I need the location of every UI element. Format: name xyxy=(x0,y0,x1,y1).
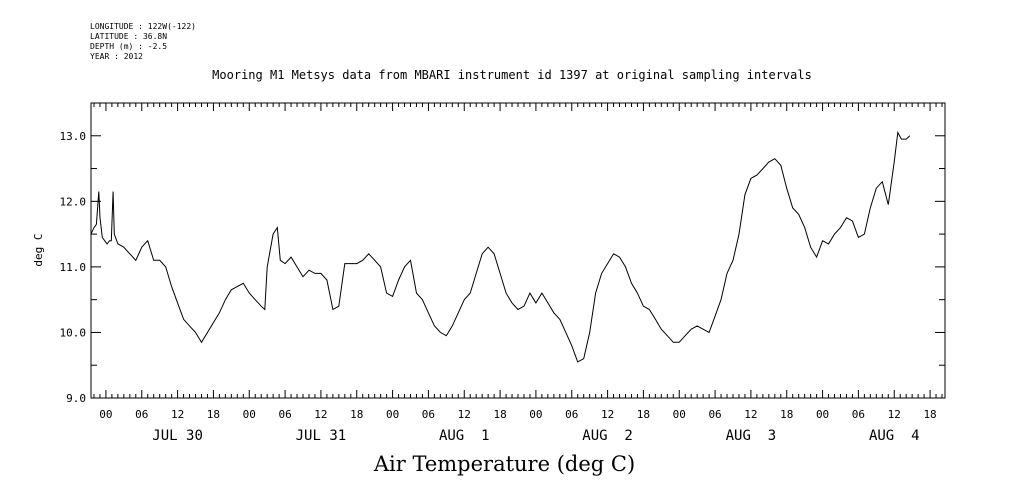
x-hour-tick-label: 18 xyxy=(493,408,506,421)
x-hour-tick-label: 18 xyxy=(780,408,793,421)
x-hour-tick-label: 18 xyxy=(350,408,363,421)
x-hour-tick-label: 18 xyxy=(207,408,220,421)
x-hour-tick-label: 00 xyxy=(816,408,829,421)
x-hour-tick-label: 12 xyxy=(314,408,327,421)
x-hour-tick-label: 12 xyxy=(888,408,901,421)
x-hour-tick-label: 00 xyxy=(386,408,399,421)
x-hour-tick-label: 06 xyxy=(135,408,148,421)
axes-group: 9.0 10.0 11.0 12.0 13.0 00 06 12 18 00 06 12 18 00 06 1… xyxy=(60,103,946,444)
x-hour-tick-label: 12 xyxy=(744,408,757,421)
x-day-label: JUL 31 xyxy=(296,428,347,444)
x-day-label: AUG 3 xyxy=(726,428,777,444)
x-day-label: AUG 4 xyxy=(869,428,920,444)
x-hour-tick-label: 18 xyxy=(637,408,650,421)
y-tick-label: 10.0 xyxy=(60,326,87,339)
x-hour-tick-label: 00 xyxy=(673,408,686,421)
y-tick-label: 12.0 xyxy=(60,195,87,208)
x-hour-tick-label: 12 xyxy=(601,408,614,421)
x-hour-tick-label: 00 xyxy=(243,408,256,421)
x-hour-tick-label: 12 xyxy=(458,408,471,421)
y-tick-label: 11.0 xyxy=(60,261,87,274)
x-hour-tick-label: 12 xyxy=(171,408,184,421)
x-day-label: AUG 2 xyxy=(582,428,633,444)
y-tick-label: 13.0 xyxy=(60,130,87,143)
x-day-label: JUL 30 xyxy=(152,428,203,444)
x-hour-tick-label: 00 xyxy=(529,408,542,421)
x-hour-tick-label: 06 xyxy=(278,408,291,421)
x-axis-title: Air Temperature (deg C) xyxy=(0,452,1009,476)
x-hour-tick-label: 06 xyxy=(708,408,721,421)
x-hour-tick-label: 06 xyxy=(565,408,578,421)
y-axis-title: deg C xyxy=(32,233,45,266)
x-hour-tick-label: 18 xyxy=(923,408,936,421)
x-hour-tick-label: 06 xyxy=(422,408,435,421)
air-temperature-series-line xyxy=(91,133,910,362)
x-hour-tick-label: 06 xyxy=(852,408,865,421)
x-hour-tick-label: 00 xyxy=(99,408,112,421)
y-tick-label: 9.0 xyxy=(66,392,86,405)
plot-frame xyxy=(91,103,945,398)
x-day-label: AUG 1 xyxy=(439,428,490,444)
